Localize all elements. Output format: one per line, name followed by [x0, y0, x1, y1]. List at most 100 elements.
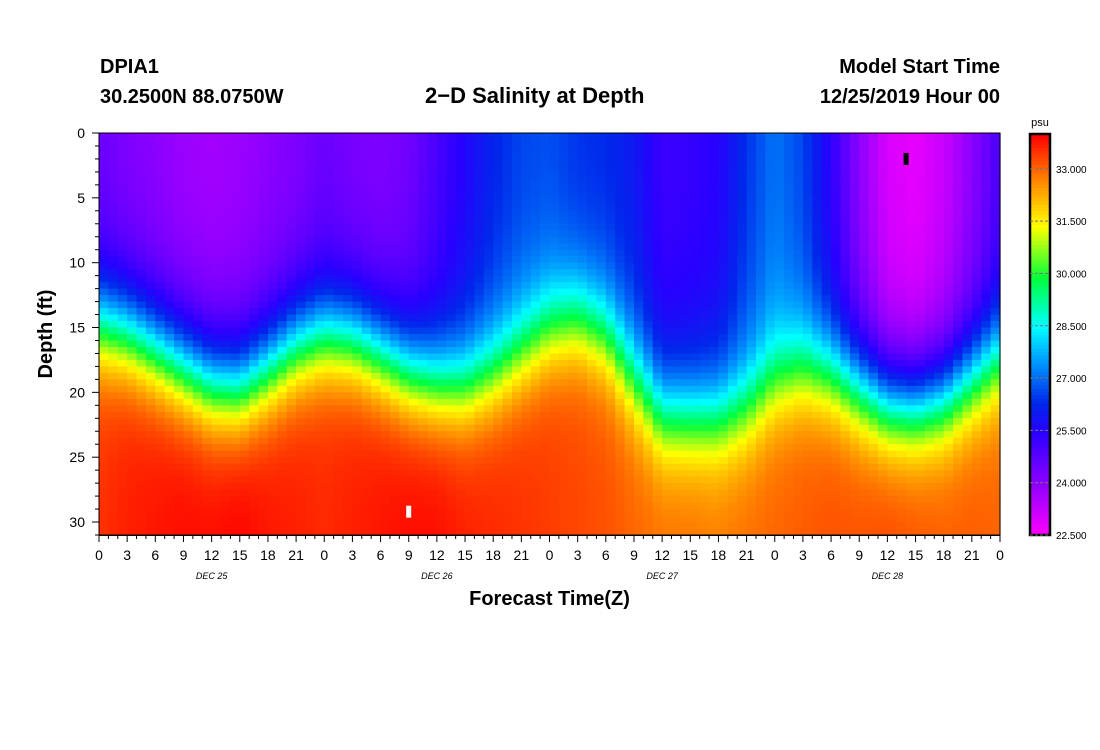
heatmap-cell: [164, 346, 175, 355]
heatmap-cell: [774, 385, 785, 393]
heatmap-cell: [155, 301, 166, 309]
heatmap-cell: [136, 139, 147, 147]
heatmap-cell: [174, 359, 185, 368]
heatmap-cell: [267, 463, 278, 471]
heatmap-cell: [924, 334, 935, 342]
heatmap-cell: [577, 275, 588, 283]
heatmap-cell: [145, 334, 156, 342]
heatmap-cell: [136, 223, 147, 231]
heatmap-cell: [971, 450, 982, 458]
heatmap-cell: [568, 437, 579, 445]
heatmap-cell: [859, 249, 870, 257]
heatmap-cell: [549, 230, 560, 238]
heatmap-cell: [737, 184, 748, 192]
heatmap-cell: [474, 204, 485, 212]
heatmap-cell: [436, 308, 447, 316]
heatmap-cell: [558, 133, 569, 141]
heatmap-cell: [596, 457, 607, 465]
heatmap-cell: [615, 418, 626, 426]
heatmap-cell: [568, 366, 579, 374]
heatmap-cell: [934, 366, 945, 374]
heatmap-cell: [380, 379, 391, 387]
heatmap-cell: [662, 340, 673, 348]
heatmap-cell: [136, 243, 147, 251]
heatmap-cell: [249, 230, 260, 238]
heatmap-cell: [821, 411, 832, 419]
heatmap-cell: [239, 145, 250, 154]
heatmap-cell: [943, 243, 954, 251]
heatmap-cell: [633, 295, 644, 303]
heatmap-cell: [709, 288, 720, 296]
heatmap-cell: [690, 359, 701, 368]
heatmap-cell: [859, 275, 870, 283]
heatmap-cell: [662, 236, 673, 244]
heatmap-cell: [230, 457, 241, 465]
heatmap-cell: [183, 269, 194, 277]
heatmap-cell: [840, 308, 851, 316]
heatmap-cell: [962, 191, 973, 199]
heatmap-cell: [474, 411, 485, 419]
heatmap-cell: [558, 243, 569, 251]
heatmap-cell: [906, 256, 917, 264]
heatmap-cell: [333, 217, 344, 225]
heatmap-cell: [202, 230, 213, 238]
heatmap-cell: [709, 392, 720, 400]
heatmap-cell: [849, 152, 860, 160]
heatmap-cell: [624, 171, 635, 179]
heatmap-cell: [145, 418, 156, 426]
heatmap-cell: [427, 457, 438, 465]
heatmap-cell: [117, 275, 128, 283]
heatmap-cell: [483, 295, 494, 303]
heatmap-cell: [202, 275, 213, 283]
heatmap-cell: [267, 133, 278, 141]
heatmap-cell: [249, 204, 260, 212]
heatmap-cell: [755, 457, 766, 465]
heatmap-cell: [258, 424, 269, 432]
heatmap-cell: [380, 457, 391, 465]
heatmap-cell: [596, 314, 607, 322]
heatmap-cell: [971, 223, 982, 231]
heatmap-cell: [446, 249, 457, 257]
heatmap-cell: [812, 152, 823, 160]
heatmap-cell: [380, 295, 391, 303]
heatmap-cell: [662, 411, 673, 419]
heatmap-cell: [99, 411, 109, 419]
heatmap-cell: [145, 262, 156, 270]
heatmap-cell: [934, 256, 945, 264]
heatmap-cell: [418, 275, 429, 283]
heatmap-cell: [465, 178, 476, 186]
heatmap-cell: [821, 444, 832, 452]
heatmap-cell: [793, 431, 804, 439]
heatmap-cell: [709, 379, 720, 387]
heatmap-cell: [296, 340, 307, 348]
heatmap-cell: [361, 165, 372, 173]
heatmap-cell: [380, 431, 391, 439]
heatmap-cell: [361, 243, 372, 251]
heatmap-cell: [943, 210, 954, 218]
heatmap-cell: [511, 444, 522, 452]
heatmap-cell: [971, 288, 982, 296]
heatmap-cell: [296, 204, 307, 212]
heatmap-cell: [568, 308, 579, 316]
heatmap-cell: [296, 236, 307, 244]
heatmap-cell: [849, 424, 860, 432]
heatmap-cell: [934, 444, 945, 452]
heatmap-cell: [361, 256, 372, 264]
heatmap-cell: [765, 346, 776, 355]
heatmap-cell: [502, 269, 513, 277]
heatmap-cell: [812, 334, 823, 342]
heatmap-cell: [812, 321, 823, 329]
heatmap-cell: [455, 424, 466, 432]
heatmap-cell: [605, 139, 616, 147]
heatmap-cell: [558, 424, 569, 432]
heatmap-cell: [230, 282, 241, 290]
heatmap-cell: [277, 197, 288, 205]
heatmap-cell: [718, 418, 729, 426]
heatmap-cell: [746, 424, 757, 432]
heatmap-cell: [258, 418, 269, 426]
heatmap-cell: [990, 145, 1001, 154]
heatmap-cell: [511, 366, 522, 374]
heatmap-cell: [671, 463, 682, 471]
heatmap-cell: [436, 262, 447, 270]
heatmap-cell: [568, 385, 579, 393]
